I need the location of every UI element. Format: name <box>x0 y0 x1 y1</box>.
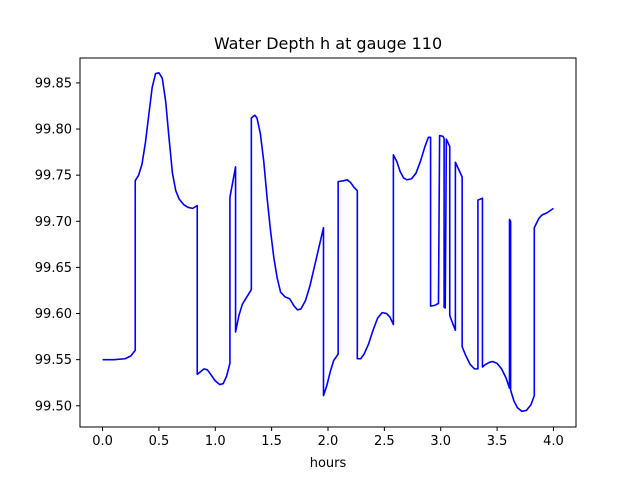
x-axis-label: hours <box>310 456 347 471</box>
x-tick-label: 1.0 <box>205 434 226 449</box>
x-tick-label: 4.0 <box>543 434 564 449</box>
y-axis-ticks: 99.50 99.55 99.60 99.65 99.70 99.75 99.80 99.85 <box>35 76 80 414</box>
chart-title: Water Depth h at gauge 110 <box>214 34 442 53</box>
x-axis-ticks: 0.0 0.5 1.0 1.5 2.0 2.5 3.0 3.5 4.0 <box>92 427 564 449</box>
x-tick-label: 0.5 <box>149 434 170 449</box>
x-tick-label: 2.0 <box>318 434 339 449</box>
x-tick-label: 0.0 <box>92 434 113 449</box>
plot-area <box>102 71 554 413</box>
y-tick-label: 99.65 <box>35 261 72 276</box>
x-tick-label: 3.5 <box>487 434 508 449</box>
x-tick-label: 3.0 <box>430 434 451 449</box>
plot-frame <box>79 57 577 428</box>
y-tick-label: 99.50 <box>35 399 72 414</box>
y-tick-label: 99.80 <box>35 123 72 138</box>
y-tick-label: 99.85 <box>35 76 72 91</box>
x-tick-label: 1.5 <box>261 434 282 449</box>
x-tick-label: 2.5 <box>374 434 395 449</box>
y-tick-label: 99.75 <box>35 169 72 184</box>
water-depth-series-line <box>102 71 554 413</box>
y-tick-label: 99.60 <box>35 307 72 322</box>
y-tick-label: 99.55 <box>35 353 72 368</box>
y-tick-label: 99.70 <box>35 215 72 230</box>
